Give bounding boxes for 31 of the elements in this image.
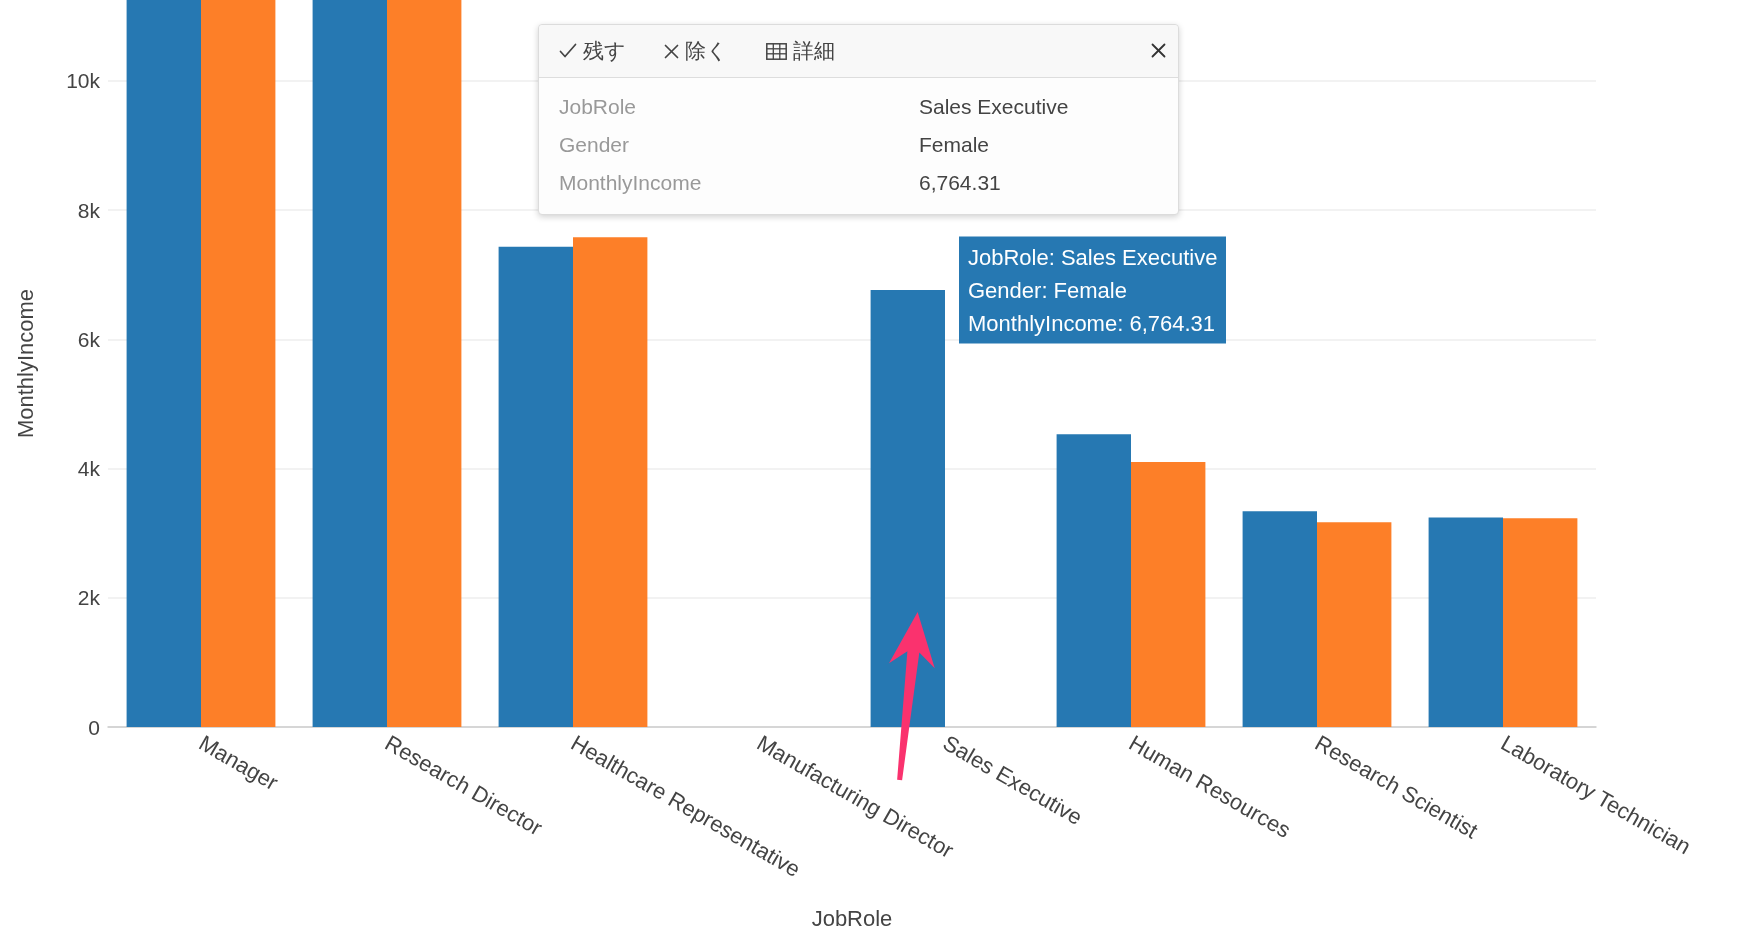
bar: [1317, 522, 1392, 727]
bar: [1242, 511, 1317, 727]
bar: [1131, 462, 1206, 727]
y-tick-label: 8k: [77, 198, 101, 222]
bar: [201, 0, 276, 727]
field-value: 6,764.31: [919, 171, 1001, 195]
bar: [126, 0, 201, 727]
bar: [573, 237, 648, 727]
annotation: 詳細: [793, 38, 835, 64]
text: JobRole: [811, 905, 893, 931]
y-tick-label: 2k: [77, 586, 101, 610]
y-tick-label: 10k: [66, 69, 101, 93]
bar: [387, 0, 462, 727]
field-value: Female: [919, 133, 990, 157]
bar: [498, 246, 573, 727]
bar: [312, 0, 387, 727]
field-label: JobRole: [559, 95, 637, 118]
tooltip: JobRole: Sales Executive Gender: Female MonthlyIncome: 6,764.31: [959, 236, 1227, 344]
y-tick-label: 6k: [77, 327, 101, 351]
annotation: 除く: [685, 38, 728, 64]
field-label: Gender: [559, 133, 630, 156]
y-tick-label: 4k: [77, 457, 101, 481]
bar: [1503, 518, 1578, 727]
field-label: MonthlyIncome: [559, 171, 702, 194]
y-tick-label: 0: [88, 715, 100, 739]
text: MonthlyIncome: [12, 288, 38, 439]
bar: [1056, 434, 1131, 727]
bar: [1428, 517, 1503, 727]
field-value: Sales Executive: [919, 95, 1069, 119]
annotation: 残す: [583, 38, 626, 64]
popup: 残す 除く 詳細 JobRole Sales Executive Gender Female MonthlyIncome 6,764.31: [538, 24, 1179, 215]
